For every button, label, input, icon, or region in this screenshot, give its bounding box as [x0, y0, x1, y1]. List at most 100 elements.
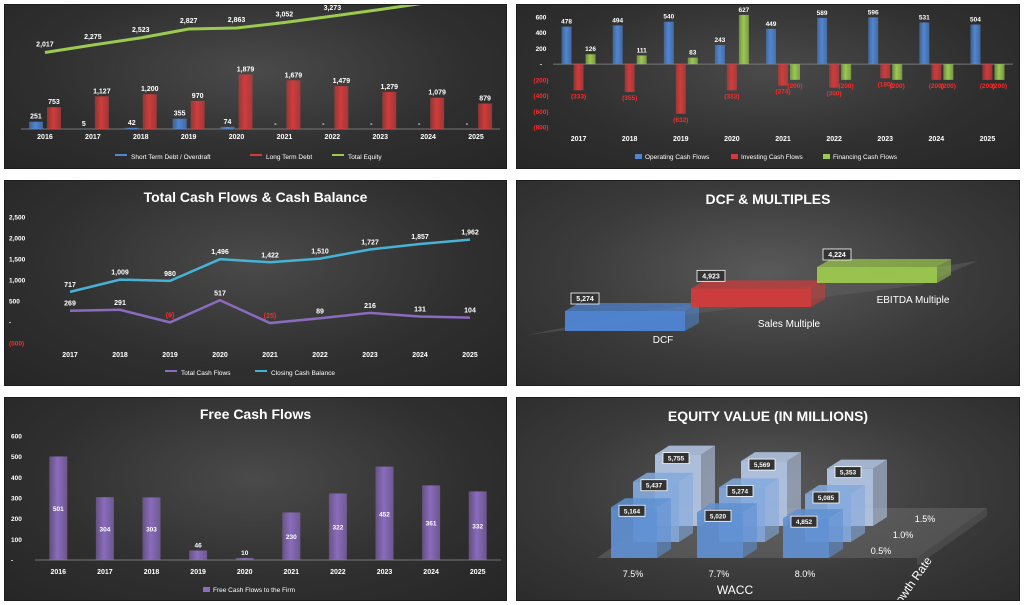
wacc-axis-label: WACC	[717, 583, 754, 597]
total-equity-line	[44, 5, 422, 54]
cash-flow-data-label: (300)	[827, 91, 842, 98]
growth-rate-axis-label: Growth Rate	[885, 554, 935, 601]
cash-flow-bar	[624, 64, 635, 93]
x-tick-label: 2021	[284, 569, 300, 576]
long-term-debt-bar	[94, 96, 109, 129]
equity-value-chart: 5,755 5,569 5,353 5,437 5,274 5,085 5,164 5,020…	[597, 445, 987, 601]
legend-label: Operating Cash Flows	[645, 154, 710, 161]
equity-bar-side	[679, 472, 693, 542]
closing-cash-balance-label: 980	[164, 271, 176, 278]
equity-label-box	[662, 452, 690, 464]
value-bar-side	[937, 258, 951, 283]
legend-label: Financing Cash Flows	[833, 154, 898, 161]
cash-flow-bar	[726, 64, 737, 91]
total-equity-label: 2,827	[180, 18, 198, 25]
y-tick-label: 200	[11, 516, 22, 523]
total-cash-flows-label: (9)	[166, 312, 175, 319]
cash-flow-bar	[561, 26, 572, 65]
free-cash-flow-label: 304	[99, 527, 110, 534]
x-tick-label: 2022	[312, 352, 328, 359]
total-cash-flows-label: 291	[114, 300, 126, 307]
wacc-tick-label: 7.7%	[709, 569, 730, 579]
equity-label-box	[618, 504, 646, 517]
long-term-debt-label: 1,679	[285, 72, 303, 79]
cash-flow-data-label: 111	[637, 47, 648, 54]
x-tick-label: 2017	[85, 134, 101, 141]
long-term-debt-label: 1,879	[237, 67, 255, 74]
dcf-multiples-chart: 5,274 4,923 4,224 DCF Sales Multiple EBITDA M…	[527, 248, 977, 346]
x-tick-label: 2017	[62, 352, 78, 359]
cash-flow-data-label: (180)	[878, 81, 893, 88]
total-equity-label: 2,523	[132, 27, 150, 34]
long-term-debt-bar	[190, 100, 205, 129]
cash-flow-bar	[880, 64, 891, 79]
y-tick-label: 1,000	[9, 278, 26, 285]
legend-label: Investing Cash Flows	[741, 154, 804, 161]
equity-value-label: 4,852	[796, 519, 813, 526]
x-tick-label: 2023	[362, 352, 378, 359]
free-cash-flow-label: 332	[472, 524, 483, 531]
category-label: Sales Multiple	[758, 319, 821, 330]
legend-label: Long Term Debt	[266, 154, 312, 161]
x-tick-label: 2025	[462, 352, 478, 359]
equity-label-box	[704, 509, 732, 522]
free-cash-flow-label: 361	[426, 521, 437, 528]
legend-swatch	[255, 370, 267, 372]
equity-bar-side	[657, 498, 671, 558]
cash-flow-data-label: 494	[612, 17, 623, 24]
long-term-debt-label: 753	[48, 99, 60, 106]
free-cash-flow-label: 10	[241, 550, 249, 557]
chart-title: Total Cash Flows & Cash Balance	[143, 189, 368, 205]
long-term-debt-bar	[286, 80, 301, 129]
closing-cash-balance-label: 1,009	[111, 270, 129, 277]
short-term-debt-label: -	[274, 121, 277, 128]
long-term-debt-label: 1,079	[428, 90, 446, 97]
y-tick-label: 500	[9, 299, 20, 306]
cash-flow-bar	[841, 64, 852, 80]
value-bar-top	[691, 280, 825, 289]
free-cash-flow-label: 322	[332, 525, 343, 532]
legend-label: Total Cash Flows	[181, 370, 231, 377]
equity-value-label: 5,755	[668, 456, 685, 463]
equity-label-box	[834, 466, 862, 479]
x-tick-label: 2024	[929, 136, 945, 143]
free-cash-flow-label: 452	[379, 511, 390, 518]
total-equity-label: 3,052	[276, 11, 294, 18]
closing-cash-balance-label: 717	[64, 282, 76, 289]
value-label: 4,923	[702, 273, 720, 280]
total-cash-flows-label: 269	[64, 301, 76, 308]
cash-flow-data-label: (200)	[890, 83, 905, 90]
equity-value-label: 5,020	[710, 513, 727, 520]
free-cash-flows-chart: 600 500 400 300 200 100 - 501 2016 304 2017 303 2018…	[11, 434, 501, 594]
legend-swatch	[823, 154, 830, 159]
cash-flow-bar	[714, 45, 725, 65]
total-cash-flows-label: 104	[464, 308, 476, 315]
growth-tick-label: 0.5%	[871, 546, 892, 556]
value-label: 5,274	[576, 296, 594, 303]
short-term-debt-label: 5	[82, 121, 86, 128]
cash-flow-data-label: 504	[970, 17, 981, 24]
value-label-box	[822, 248, 852, 261]
equity-value-label: 5,437	[646, 483, 663, 490]
x-tick-label: 2024	[412, 352, 428, 359]
x-tick-label: 2020	[229, 134, 245, 141]
debt-equity-chart: 251 753 2016 5 1,127 2017 42 1,200 2018 355 970 201…	[21, 5, 500, 161]
x-tick-label: 2021	[262, 352, 278, 359]
closing-cash-balance-label: 1,496	[211, 249, 229, 256]
chart-title: EQUITY VALUE (IN MILLIONS)	[667, 408, 869, 424]
x-tick-label: 2025	[980, 136, 996, 143]
long-term-debt-bar	[382, 91, 397, 129]
x-tick-label: 2018	[112, 352, 128, 359]
cash-flow-data-label: (200)	[787, 83, 802, 90]
closing-cash-balance-label: 1,857	[411, 234, 429, 241]
free-cash-flows-panel: Free Cash Flows 600 500 400 300 200 100 - 501 20…	[4, 397, 507, 601]
legend-swatch	[731, 154, 738, 159]
y-tick-label: 600	[11, 434, 22, 441]
legend-swatch	[203, 587, 210, 592]
free-cash-flow-bar	[235, 557, 254, 560]
free-cash-flow-label: 501	[53, 506, 64, 513]
legend-label: Closing Cash Balance	[271, 370, 335, 377]
cash-flow-bar	[994, 64, 1005, 80]
free-cash-flow-bar	[189, 550, 208, 560]
x-tick-label: 2017	[97, 569, 113, 576]
